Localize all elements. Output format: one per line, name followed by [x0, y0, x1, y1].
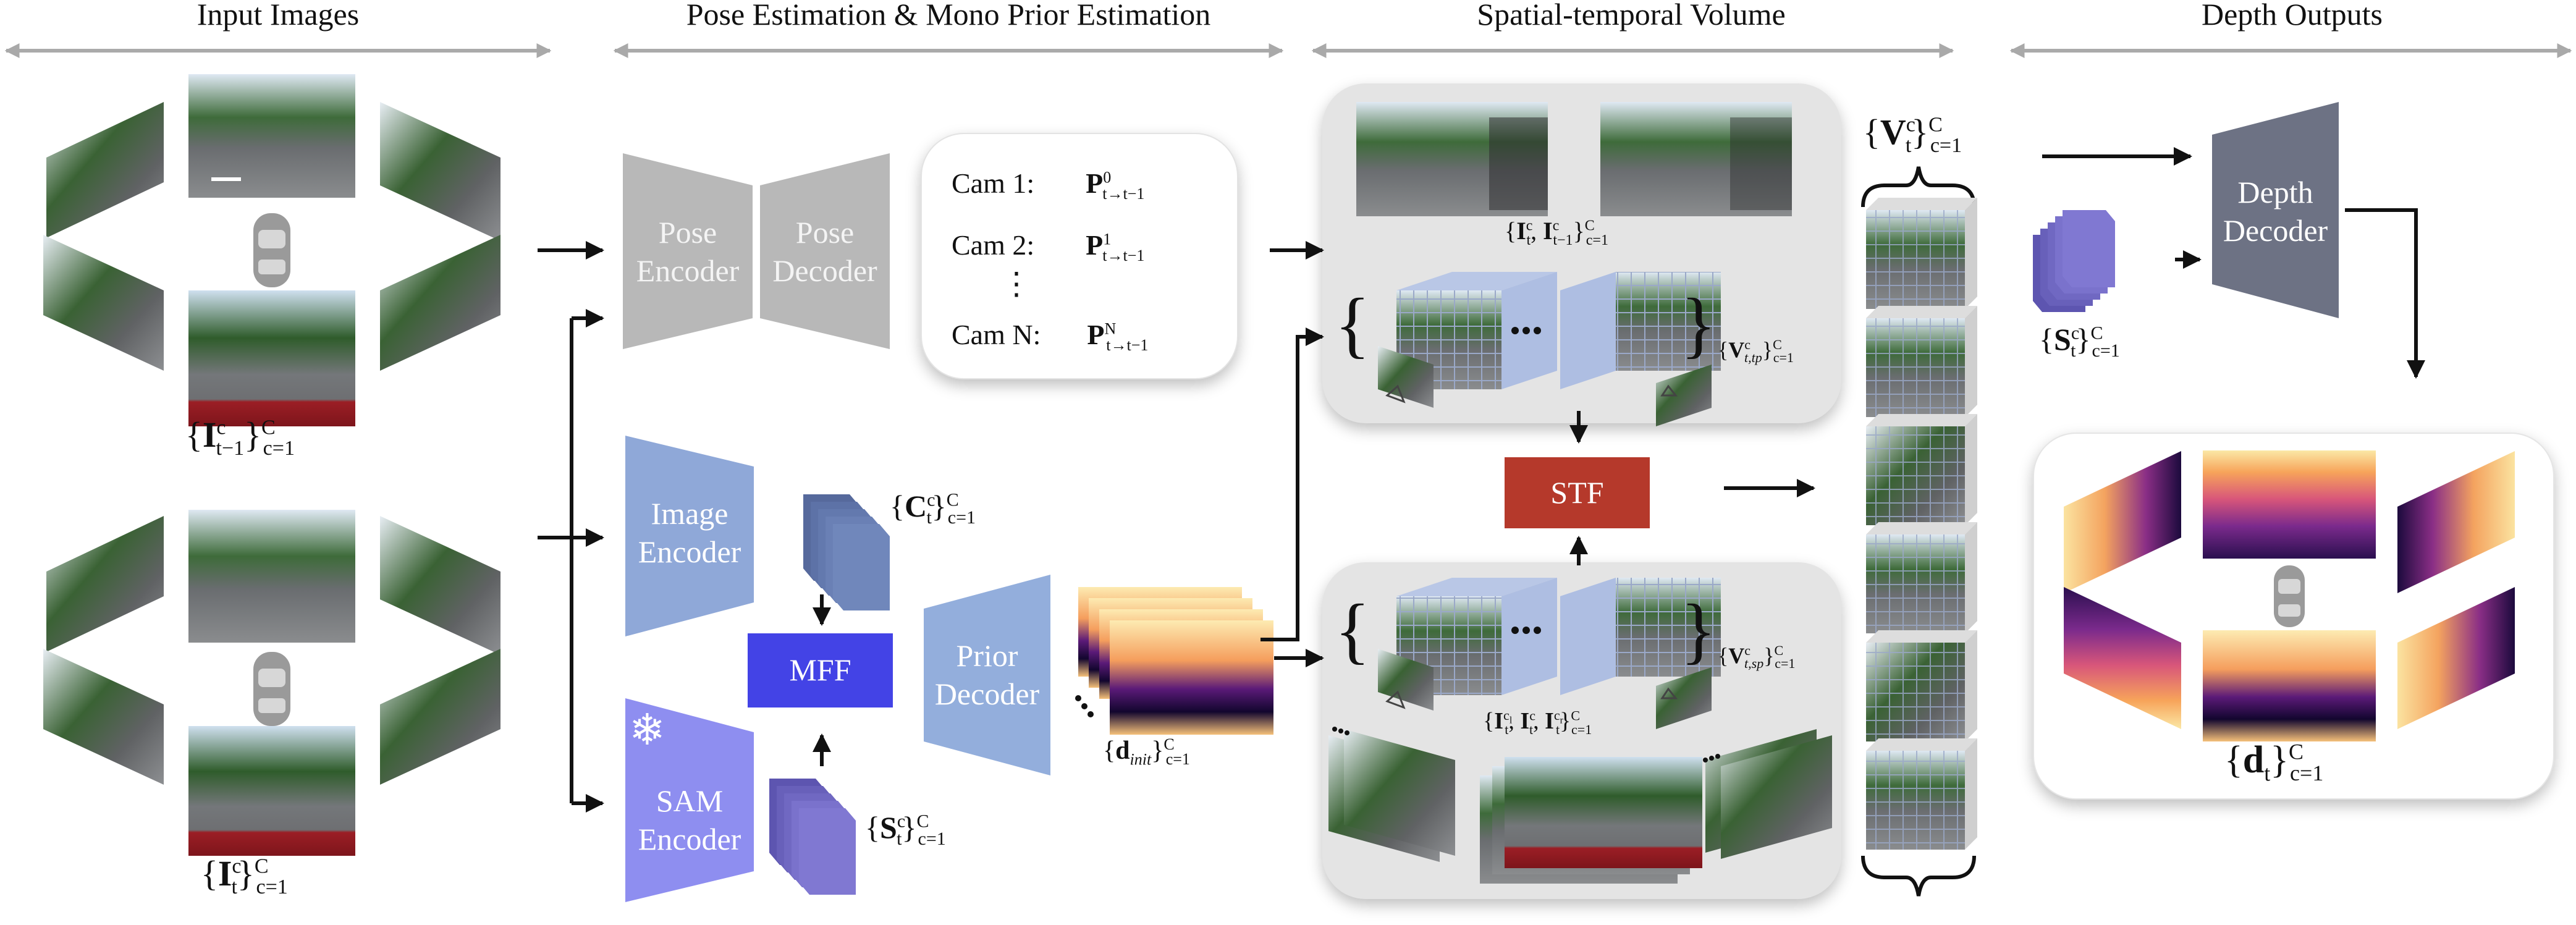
pose-decoder-label: Pose Decoder: [772, 215, 877, 288]
volume-stack: [1866, 198, 1977, 850]
header-pose-estimation: Pose Estimation & Mono Prior Estimation: [686, 0, 1211, 32]
image-encoder-label: Image Encoder: [638, 496, 741, 569]
prior-to-volume-connectors: [1261, 327, 1324, 667]
volume-cube: [1866, 738, 1977, 850]
label-temporal-pair: {Ict, Ict−1}Cc=1: [1505, 217, 1608, 248]
camera-image: [380, 235, 500, 371]
input-connectors: [538, 241, 604, 813]
label-d-init: {dinit}Cc=1: [1103, 735, 1190, 769]
camera-image: [188, 510, 355, 643]
label-v-sp: {Vct,sp}Cc=1: [1718, 643, 1796, 672]
label-input-previous: {Ict−1}Cc=1: [185, 415, 295, 460]
sam-encoder: [625, 698, 754, 902]
depth-map: [2064, 587, 2181, 729]
right-brace: }: [1681, 589, 1717, 671]
camera-image: [43, 235, 164, 371]
top-brace: [1861, 166, 1976, 208]
depth-map: [2064, 451, 2181, 593]
prior-decoder-label: Prior Decoder: [934, 638, 1040, 711]
pose-encoder: [623, 153, 753, 349]
mff-label: MFF: [789, 653, 851, 687]
ego-car-icon: [253, 213, 290, 287]
depth-init-stack: [1075, 587, 1273, 735]
label-s-t-right: {Sct}Cc=1: [2039, 322, 2120, 361]
depth-map: [2203, 450, 2376, 559]
label-input-current: {Ict}Cc=1: [201, 853, 288, 898]
camera-image: [43, 649, 164, 785]
camera-image: [380, 649, 500, 785]
camera-image: [380, 102, 500, 241]
spatial-volume-cube: [1378, 578, 1557, 711]
camera-image: [380, 516, 500, 655]
camera-image: [46, 516, 164, 652]
pose-decoder: [760, 153, 890, 349]
mff-block: [748, 633, 893, 707]
ego-car-icon: [253, 652, 290, 726]
decoder-to-output-arrow: [2345, 208, 2425, 379]
pose-output-panel: [921, 133, 1238, 379]
depth-map: [2203, 630, 2376, 741]
camera-image: [188, 726, 355, 856]
feature-stack-s-right: [2033, 210, 2115, 312]
cam-ellipsis: ⋮: [1001, 266, 1032, 301]
input-ring-previous: [43, 74, 500, 426]
label-v-tp: {Vct,tp}Cc=1: [1718, 337, 1794, 366]
image-encoder: [625, 436, 754, 636]
temporal-volume-cube: [1378, 272, 1557, 408]
depth-decoder-label: Depth Decoder: [2223, 175, 2328, 248]
spatial-frames: [1328, 727, 1832, 884]
label-spatial-triple: {Iclt, Ict, Icrt}Cc=1: [1483, 707, 1592, 737]
volume-cube: [1866, 522, 1977, 633]
spatial-volume-cube: [1560, 578, 1721, 729]
camera-image: [46, 102, 164, 238]
feature-stack-s: [769, 779, 856, 895]
label-v-t: {Vct}Cc=1: [1863, 112, 1962, 157]
depth-output-ring: [2064, 450, 2515, 741]
camera-image: [188, 290, 355, 426]
prior-decoder: [924, 575, 1050, 775]
snowflake-icon: ❄: [629, 704, 665, 755]
label-d-t: {dt}Cc=1: [2224, 739, 2324, 786]
pose-encoder-label: Pose Encoder: [636, 215, 740, 288]
label-features-s: {Sct}Cc=1: [865, 810, 946, 849]
bottom-brace: [1861, 855, 1976, 897]
temporal-volume-cube: [1560, 272, 1721, 426]
volume-cube: [1866, 630, 1977, 741]
depth-map: [2397, 451, 2515, 593]
label-features-c: {Cct}Cc=1: [890, 489, 976, 528]
volume-cube: [1866, 198, 1977, 309]
ego-car-icon: [2274, 565, 2305, 627]
stf-block: [1505, 457, 1650, 528]
depth-map: [2397, 587, 2515, 729]
stf-label: STF: [1550, 475, 1604, 510]
feature-stack-c: [803, 494, 890, 610]
header-input-images: Input Images: [196, 0, 360, 32]
header-depth-outputs: Depth Outputs: [2201, 0, 2383, 32]
cam-pose-row-n: Cam N: PNt→t−1: [952, 319, 1149, 355]
left-brace: {: [1335, 283, 1370, 365]
temporal-frame-t-1: [1600, 102, 1792, 216]
sam-encoder-label: SAM Encoder: [638, 784, 741, 856]
ellipsis: [1511, 327, 1541, 334]
cam-pose-row-2: Cam 2: P1t→t−1: [952, 229, 1145, 265]
left-brace: {: [1335, 589, 1370, 671]
camera-image: [188, 74, 355, 198]
cam-pose-row-1: Cam 1: P0t→t−1: [952, 167, 1145, 203]
depth-decoder: [2212, 102, 2339, 318]
right-brace: }: [1681, 283, 1717, 365]
volume-cube: [1866, 306, 1977, 417]
input-ring-current: [43, 510, 500, 856]
header-spatial-temporal-volume: Spatial-temporal Volume: [1477, 0, 1786, 32]
volume-cube: [1866, 414, 1977, 525]
ellipsis: [1511, 627, 1541, 634]
